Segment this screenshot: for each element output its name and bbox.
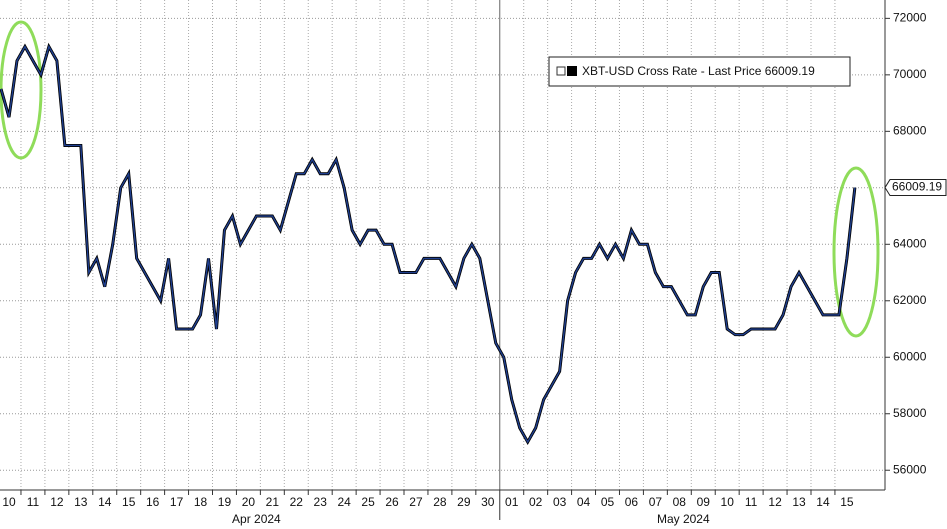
x-tick-label: 10 bbox=[721, 495, 735, 509]
x-tick-label: 25 bbox=[361, 495, 375, 509]
x-tick-label: 30 bbox=[481, 495, 495, 509]
price-line bbox=[0, 44, 856, 444]
x-group-label: Apr 2024 bbox=[232, 512, 281, 526]
x-tick-label: 10 bbox=[2, 495, 16, 509]
x-tick-label: 15 bbox=[122, 495, 136, 509]
x-tick-label: 13 bbox=[74, 495, 88, 509]
x-group-label: May 2024 bbox=[657, 512, 710, 526]
highlight-ellipse bbox=[832, 166, 880, 338]
x-tick-label: 14 bbox=[816, 495, 830, 509]
x-tick-label: 08 bbox=[673, 495, 687, 509]
x-tick-label: 11 bbox=[27, 495, 40, 509]
x-tick-label: 15 bbox=[840, 495, 854, 509]
x-tick-label: 21 bbox=[266, 495, 280, 509]
x-tick-label: 06 bbox=[625, 495, 639, 509]
legend-swatch bbox=[567, 66, 577, 76]
x-tick-label: 02 bbox=[529, 495, 543, 509]
x-tick-label: 23 bbox=[314, 495, 328, 509]
x-tick-label: 13 bbox=[792, 495, 806, 509]
x-tick-label: 09 bbox=[697, 495, 711, 509]
legend: XBT-USD Cross Rate - Last Price 66009.19 bbox=[548, 56, 851, 87]
x-tick-label: 12 bbox=[768, 495, 782, 509]
legend-box bbox=[548, 56, 851, 87]
y-tick-label: 60000 bbox=[893, 349, 927, 363]
legend-label: XBT-USD Cross Rate - Last Price 66009.19 bbox=[582, 64, 815, 78]
x-tick-label: 27 bbox=[409, 495, 423, 509]
x-tick-label: 18 bbox=[194, 495, 208, 509]
y-tick-label: 56000 bbox=[893, 462, 927, 476]
x-tick-label: 11 bbox=[745, 495, 758, 509]
x-tick-label: 26 bbox=[385, 495, 399, 509]
x-tick-label: 16 bbox=[146, 495, 160, 509]
last-price-tag bbox=[884, 179, 947, 197]
x-tick-label: 12 bbox=[50, 495, 64, 509]
x-tick-label: 01 bbox=[505, 495, 519, 509]
x-tick-label: 04 bbox=[577, 495, 591, 509]
x-tick-label: 28 bbox=[433, 495, 447, 509]
legend-swatch bbox=[556, 66, 566, 76]
y-tick-label: 72000 bbox=[893, 11, 927, 25]
x-tick-label: 20 bbox=[242, 495, 256, 509]
x-tick-label: 05 bbox=[601, 495, 615, 509]
x-tick-label: 29 bbox=[457, 495, 471, 509]
x-tick-label: 07 bbox=[649, 495, 663, 509]
x-tick-label: 24 bbox=[337, 495, 351, 509]
y-tick-label: 68000 bbox=[893, 123, 927, 137]
y-tick-label: 62000 bbox=[893, 293, 927, 307]
x-tick-label: 22 bbox=[290, 495, 304, 509]
x-tick-label: 17 bbox=[170, 495, 184, 509]
y-tick-label: 64000 bbox=[893, 236, 927, 250]
y-tick-label: 70000 bbox=[893, 67, 927, 81]
last-price-label: 66009.19 bbox=[892, 180, 942, 194]
x-tick-label: 03 bbox=[553, 495, 567, 509]
x-tick-label: 14 bbox=[98, 495, 112, 509]
x-tick-label: 19 bbox=[218, 495, 232, 509]
y-tick-label: 58000 bbox=[893, 406, 927, 420]
